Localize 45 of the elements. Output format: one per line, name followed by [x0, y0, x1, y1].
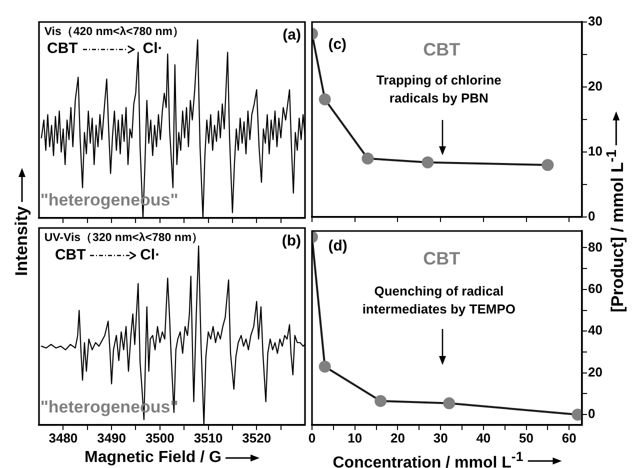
x-tick-label: 0: [308, 430, 316, 446]
annotation: Trapping of chlorine radicals by PBN: [376, 72, 502, 106]
annotation: CBT: [423, 248, 460, 268]
x-tick-label: 3520: [242, 430, 272, 446]
x-tick-label: 40: [476, 430, 491, 446]
annotation: Quenching of radical intermediates by TEMPO: [362, 283, 516, 316]
point: [443, 397, 456, 410]
x-tick-label: 3510: [194, 430, 223, 446]
text: UV-Vis（320 nm<λ<780 nm）: [44, 232, 204, 244]
annotation: Cl·: [140, 246, 160, 264]
point: [422, 156, 434, 168]
x-tick-label: 60: [562, 430, 576, 446]
y-tick-label: 20: [588, 78, 602, 94]
x-tick-label: 3480: [48, 430, 78, 446]
annotation: (c): [328, 36, 347, 54]
y-axis-title: Intensity: [12, 206, 32, 276]
x-axis-title: Concentration / mmol L$^{-1}$: [332, 449, 524, 468]
annotation: CBT: [46, 40, 78, 58]
y-tick-label: 80: [588, 239, 602, 254]
y-tick-label: 20: [588, 364, 602, 380]
x-tick-label: 20: [390, 430, 405, 446]
y-tick-label: 10: [588, 144, 602, 159]
point: [542, 159, 554, 171]
x-tick-label: 50: [519, 430, 534, 446]
y-tick-label: 0: [588, 406, 596, 422]
y-tick-label: 60: [588, 280, 602, 296]
point: [374, 395, 387, 408]
annotation: CBT: [423, 39, 460, 60]
point: [362, 152, 374, 164]
annotation: (b): [282, 232, 302, 250]
x-tick-label: 3490: [97, 430, 126, 446]
point: [318, 360, 331, 373]
x-tick-label: 30: [433, 430, 448, 446]
y-tick-label: 40: [588, 322, 602, 338]
text: Vis（420 nm<λ<780 nm）: [44, 26, 184, 38]
annotation: (d): [328, 237, 348, 254]
x-tick-label: 3500: [145, 430, 174, 446]
annotation: Cl·: [142, 40, 163, 58]
point: [318, 93, 331, 106]
x-axis-title: Magnetic Field / G: [84, 449, 222, 467]
x-tick-label: 10: [348, 430, 362, 446]
annotation: CBT: [54, 246, 86, 264]
y-tick-label: 30: [588, 14, 602, 29]
y-tick-label: 0: [588, 208, 596, 224]
annotation: (a): [282, 26, 302, 44]
